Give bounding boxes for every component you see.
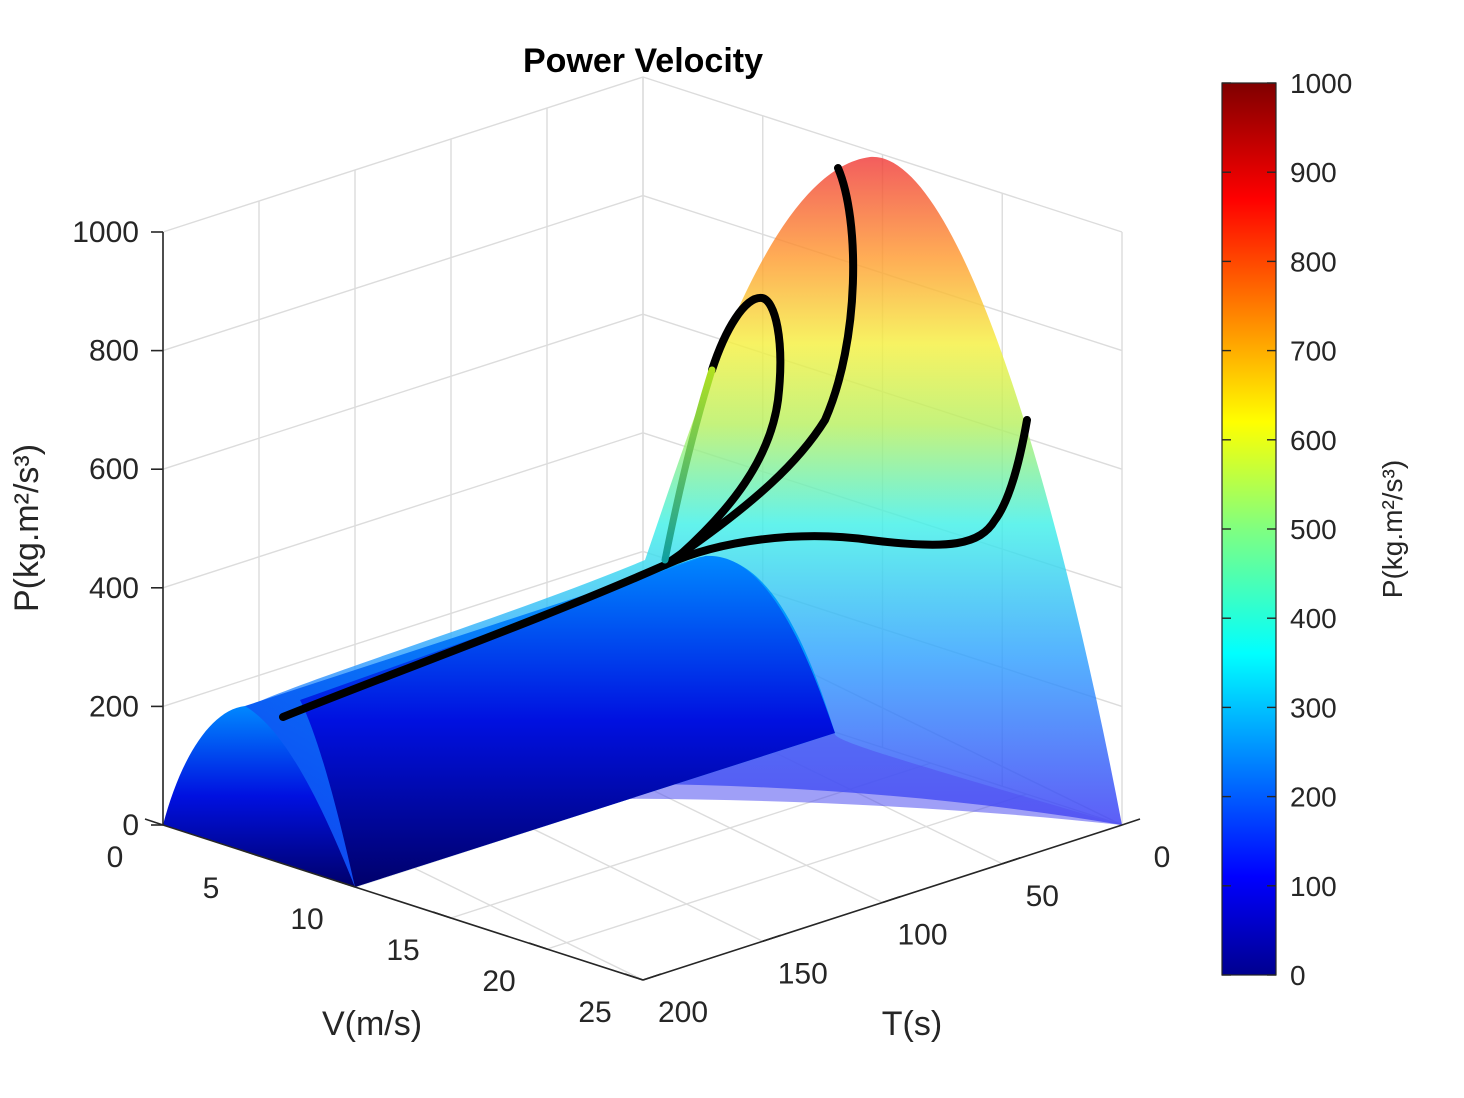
x-tick-mark (528, 942, 548, 950)
x-tick-label: 10 (290, 903, 323, 936)
x-tick-label: 15 (386, 934, 419, 967)
curve-loop-branch (676, 294, 785, 559)
x-tick-mark (624, 973, 644, 981)
x-tick-mark (432, 911, 452, 919)
colorbar-label: P(kg.m²/s³) (1377, 460, 1408, 598)
z-axis-ticks: 0 200 400 600 800 1000 (72, 216, 163, 842)
colorbar-tick-label: 600 (1290, 425, 1337, 456)
colorbar-tick-label: 200 (1290, 782, 1337, 813)
x-axis-ticks: 0 5 10 15 20 25 (107, 818, 644, 1029)
x-tick-mark (144, 818, 164, 826)
colorbar-tick-label: 500 (1290, 514, 1337, 545)
y-axis-ticks: 0 50 100 150 200 (642, 818, 1171, 1029)
x-tick-label: 5 (203, 872, 220, 905)
colorbar-tick-label: 1000 (1290, 68, 1352, 99)
x-axis-label: V(m/s) (322, 1005, 422, 1043)
colorbar-tick-label: 400 (1290, 603, 1337, 634)
x-tick-label: 20 (482, 965, 515, 998)
colorbar-tick-label: 300 (1290, 692, 1337, 723)
z-tick-label: 800 (89, 335, 139, 368)
y-tick-label: 100 (897, 919, 947, 952)
z-tick-label: 600 (89, 453, 139, 486)
colorbar-tick-label: 700 (1290, 336, 1337, 367)
z-tick-label: 1000 (72, 216, 139, 249)
y-tick-label: 0 (1154, 841, 1171, 874)
y-tick-mark (882, 895, 901, 904)
colorbar: 0 100 200 300 400 500 600 700 800 900 1000 P(kg.m²… (1221, 68, 1408, 991)
y-tick-label: 150 (778, 957, 828, 990)
y-tick-mark (1121, 818, 1141, 826)
y-tick-label: 50 (1026, 880, 1059, 913)
z-tick-label: 400 (89, 572, 139, 605)
z-tick-label: 0 (122, 809, 139, 842)
colorbar-tick-label: 900 (1290, 157, 1337, 188)
x-tick-mark (240, 849, 260, 857)
z-axis-label: P(kg.m²/s³) (8, 444, 46, 612)
y-tick-label: 200 (658, 996, 708, 1029)
colorbar-tick-label: 0 (1290, 960, 1306, 991)
curve-loop-colored-tail (661, 366, 716, 564)
y-tick-mark (762, 934, 782, 943)
curve-layer (279, 164, 1031, 721)
y-tick-mark (1001, 856, 1021, 865)
colorbar-tick-label: 100 (1290, 871, 1337, 902)
x-tick-label: 25 (578, 996, 611, 1029)
z-tick-label: 200 (89, 690, 139, 723)
curve-shared-base (279, 561, 669, 721)
curve-top-branch (661, 164, 858, 569)
left-ridge-cap (163, 706, 355, 887)
x-tick-label: 0 (107, 841, 124, 874)
curve-right-branch (661, 416, 1031, 569)
y-axis-label: T(s) (882, 1005, 942, 1043)
x-tick-mark (336, 880, 356, 888)
colorbar-ticks: 0 100 200 300 400 500 600 700 800 900 1000 (1222, 68, 1352, 991)
surface-layer (163, 156, 1122, 887)
y-tick-mark (642, 973, 662, 981)
chart-title: Power Velocity (523, 42, 763, 80)
inner-ridge-face (300, 555, 835, 887)
colorbar-tick-label: 800 (1290, 246, 1337, 277)
